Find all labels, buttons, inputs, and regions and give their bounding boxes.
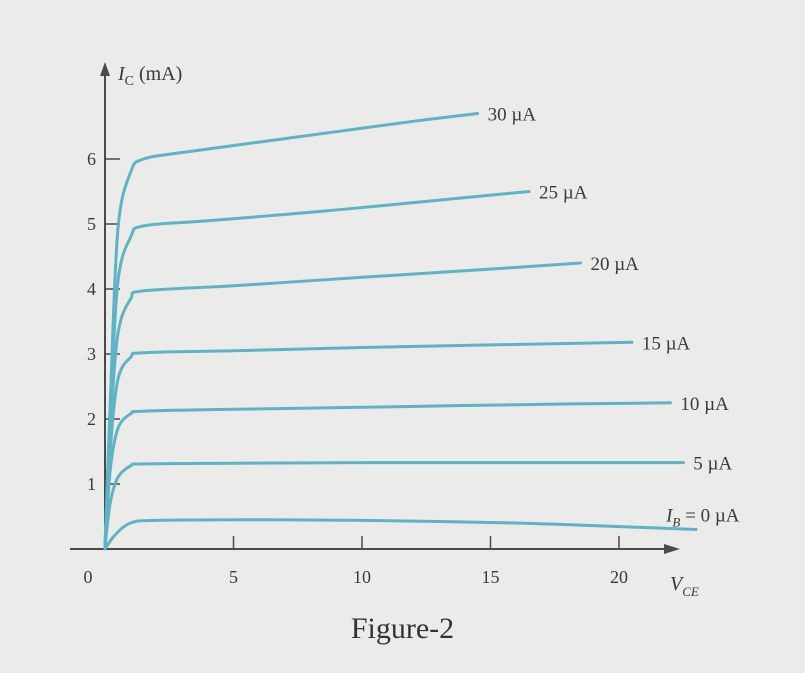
series-label: 30 µA [488, 105, 537, 126]
y-tick-label: 3 [87, 344, 96, 364]
series-line [103, 340, 634, 549]
x-tick-label: 10 [353, 567, 371, 587]
series-line [103, 190, 531, 549]
y-axis-arrow [100, 62, 110, 76]
x-tick-label: 0 [84, 567, 93, 587]
x-axis-label: VCE [670, 573, 699, 599]
ticks: 0 5 10 15 20 1 2 3 4 5 6 [84, 149, 629, 587]
series-line [103, 401, 672, 549]
series-line [103, 461, 685, 549]
y-tick-label: 5 [87, 214, 96, 234]
series-label: IB = 0 µA [665, 506, 740, 530]
series-label: 10 µA [680, 394, 729, 415]
series-label: 25 µA [539, 183, 588, 204]
y-tick-label: 1 [87, 474, 96, 494]
y-tick-label: 4 [87, 279, 96, 299]
x-tick-label: 15 [482, 567, 500, 587]
series-label: 20 µA [590, 254, 639, 275]
series-label: 15 µA [642, 333, 691, 354]
y-axis-label: IC (mA) [117, 63, 182, 89]
figure-caption: Figure-2 [350, 612, 455, 645]
series-line [103, 261, 582, 549]
x-tick-label: 5 [229, 567, 238, 587]
x-axis-arrow [664, 544, 680, 554]
labels: IC (mA) VCE 30 µA 25 µA 20 µA 15 µA 10 µA 5 µA I… [117, 63, 740, 599]
axes [70, 62, 680, 554]
series-line [103, 518, 698, 551]
series-line [103, 112, 480, 549]
series-label: 5 µA [693, 454, 732, 475]
x-tick-label: 20 [610, 567, 628, 587]
y-tick-label: 6 [87, 149, 96, 169]
y-tick-label: 2 [87, 409, 96, 429]
curves [103, 112, 698, 551]
